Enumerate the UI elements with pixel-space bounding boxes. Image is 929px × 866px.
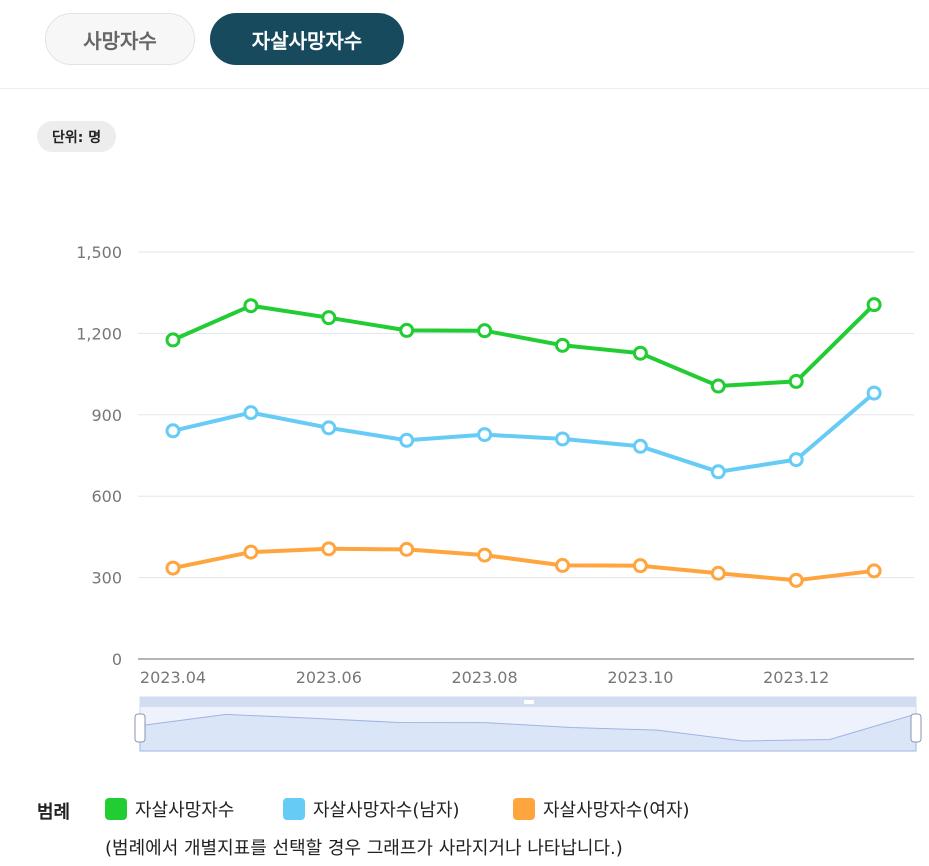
tab-suicide-deaths[interactable]: 자살사망자수	[210, 13, 404, 65]
series-1	[165, 297, 882, 394]
data-point	[399, 432, 415, 448]
data-point	[555, 337, 570, 353]
zoom-grip	[524, 700, 534, 704]
data-point	[710, 565, 726, 581]
data-point	[788, 452, 804, 468]
y-tick-label: 900	[91, 406, 122, 425]
y-tick-label: 1,200	[76, 324, 122, 343]
legend-label-male: 자살사망자수(남자)	[313, 800, 460, 821]
series-2	[165, 385, 882, 480]
legend-swatch-female	[513, 798, 535, 820]
y-axis: 0 300 600 900 1,200 1,500	[76, 243, 122, 669]
data-point	[477, 427, 493, 443]
x-tick-label: 2023.08	[452, 668, 518, 687]
data-point	[321, 541, 337, 557]
data-point	[632, 438, 648, 454]
legend-title: 범례	[37, 802, 71, 823]
data-point	[632, 345, 648, 361]
legend-label-total: 자살사망자수	[135, 800, 235, 821]
legend-item-male[interactable]: 자살사망자수(남자)	[283, 796, 460, 822]
legend: 범례 자살사망자수 자살사망자수(남자) 자살사망자수(여자) (범례에서 개별…	[37, 796, 917, 866]
series-layer	[165, 297, 882, 588]
data-point	[866, 297, 882, 313]
zoom-handle-right	[910, 713, 922, 743]
data-point	[321, 420, 337, 436]
series-line	[171, 546, 877, 583]
x-tick-label: 2023.12	[763, 668, 829, 687]
data-point	[788, 572, 804, 588]
series-line	[171, 302, 877, 388]
data-point	[555, 557, 570, 573]
legend-item-total[interactable]: 자살사망자수	[105, 796, 234, 822]
data-point	[477, 547, 493, 563]
y-tick-label: 600	[91, 487, 122, 506]
data-point	[866, 385, 882, 401]
x-tick-label: 2023.06	[296, 668, 362, 687]
legend-label-female: 자살사망자수(여자)	[543, 800, 690, 821]
data-point	[632, 558, 648, 574]
data-point	[477, 323, 493, 339]
y-tick-label: 1,500	[76, 243, 122, 262]
data-point	[866, 563, 882, 579]
y-tick-label: 0	[112, 650, 122, 669]
x-axis: 2023.04 2023.06 2023.08 2023.10 2023.12	[140, 668, 829, 687]
y-tick-label: 300	[91, 569, 122, 588]
data-point	[165, 423, 181, 439]
series-line	[171, 391, 877, 474]
data-point	[243, 298, 259, 314]
data-point	[555, 431, 570, 447]
series-3	[165, 541, 882, 588]
data-point	[165, 332, 181, 348]
legend-item-female[interactable]: 자살사망자수(여자)	[513, 796, 690, 822]
unit-badge: 단위: 명	[37, 121, 117, 152]
x-tick-label: 2023.10	[607, 668, 673, 687]
data-point	[788, 373, 804, 389]
zoom-handle-left	[134, 713, 146, 743]
tab-deaths[interactable]: 사망자수	[45, 13, 195, 65]
legend-swatch-total	[105, 798, 127, 820]
data-point	[243, 544, 259, 560]
data-point	[165, 560, 181, 576]
x-tick-label: 2023.04	[140, 668, 206, 687]
data-point	[710, 378, 726, 394]
tab-bar: 사망자수 자살사망자수	[0, 0, 929, 89]
data-point	[399, 541, 415, 557]
data-point	[243, 405, 259, 421]
data-point	[321, 310, 337, 326]
legend-swatch-male	[283, 798, 305, 820]
legend-note: (범례에서 개별지표를 선택할 경우 그래프가 사라지거나 나타납니다.)	[105, 838, 623, 859]
data-point	[710, 464, 726, 480]
zoom-slider[interactable]	[134, 696, 922, 752]
data-point	[399, 322, 415, 338]
